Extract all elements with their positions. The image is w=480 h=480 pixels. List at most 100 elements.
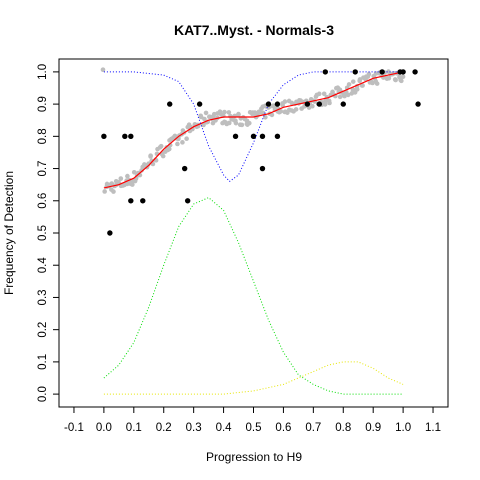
observed-point [184, 198, 191, 204]
y-tick-label: 0.0 [37, 386, 49, 402]
smoothed-point [102, 189, 107, 194]
x-tick-label: 1.0 [395, 422, 411, 434]
smoothed-point [345, 92, 351, 98]
y-tick-label: 0.5 [37, 225, 49, 241]
observed-point [352, 69, 358, 75]
smoothed-point [327, 100, 332, 106]
plot-area [100, 67, 421, 395]
series-line [103, 361, 404, 395]
smoothed-point [386, 75, 392, 81]
observed-point [322, 69, 329, 75]
smoothed-point [233, 120, 239, 126]
y-axis: 0.0 0.1 0.2 0.3 0.4 0.5 0.6 0.7 0.8 0.9 1.0 [37, 64, 59, 402]
observed-point [122, 133, 128, 140]
smoothed-point [203, 110, 209, 116]
smoothed-point [346, 82, 352, 87]
observed-point [259, 133, 266, 140]
smoothed-point [269, 112, 275, 118]
observed-point [340, 101, 346, 107]
x-tick-label: 0.9 [365, 422, 381, 434]
observed-point [274, 133, 281, 140]
smoothed-point [166, 146, 172, 152]
smoothed-point [278, 109, 284, 114]
smoothed-point [118, 176, 124, 181]
observed-point [304, 101, 311, 107]
y-tick-label: 0.3 [37, 289, 49, 305]
smoothed-point [322, 102, 328, 107]
smoothed-point [280, 102, 285, 108]
smoothed-point [360, 83, 365, 88]
x-tick-label: 0.5 [246, 422, 262, 434]
smoothed-point [236, 112, 241, 118]
smoothed-point [148, 154, 153, 159]
x-tick-label: 1.1 [425, 422, 441, 434]
smoothed-point [175, 141, 180, 147]
observed-point [181, 165, 188, 172]
smoothed-point [239, 122, 245, 128]
observed-point [140, 198, 146, 204]
x-tick-label: 0.3 [186, 422, 202, 434]
observed-point [167, 101, 173, 107]
observed-point [274, 101, 281, 107]
x-tick-label: 0.8 [335, 422, 351, 434]
smoothed-point [357, 77, 363, 82]
series-line [103, 71, 404, 189]
smoothed-point [366, 71, 372, 77]
observed-point [379, 69, 385, 75]
smoothed-point [399, 78, 404, 84]
x-tick-label: 0.1 [126, 422, 142, 434]
smoothed-point [293, 107, 299, 112]
smoothed-point [321, 91, 327, 97]
observed-point [400, 69, 406, 75]
smoothed-point [184, 136, 189, 141]
smoothed-point [180, 140, 185, 145]
x-axis-label: Progression to H9 [206, 450, 302, 464]
smoothed-point [100, 67, 106, 72]
smoothed-point [222, 109, 227, 115]
smoothed-point [202, 116, 207, 122]
smoothed-point [310, 103, 315, 109]
smoothed-point [131, 170, 137, 175]
x-tick-label: 0.7 [305, 422, 321, 434]
observed-point [107, 230, 113, 236]
smoothed-point [201, 122, 206, 128]
smoothed-point [158, 143, 164, 149]
y-tick-label: 0.2 [37, 322, 49, 338]
smoothed-point [160, 153, 166, 159]
x-tick-label: 0.6 [275, 422, 291, 434]
y-tick-label: 0.8 [37, 128, 49, 144]
y-tick-label: 0.1 [37, 354, 49, 370]
observed-point [232, 133, 239, 140]
smoothed-point [125, 173, 130, 179]
y-axis-label: Frequency of Detection [2, 171, 16, 295]
smoothed-point [226, 120, 232, 126]
smoothed-point [400, 74, 406, 80]
observed-point [265, 101, 272, 107]
observed-point [415, 101, 421, 107]
smoothed-point [282, 99, 288, 104]
smoothed-point [130, 182, 135, 187]
y-tick-label: 0.7 [37, 161, 49, 177]
x-axis: -0.1 0.0 0.1 0.2 0.3 0.4 0.5 0.6 0.7 0.8 0.9 1.0 1.1 [64, 407, 441, 434]
smoothed-point [337, 94, 343, 100]
y-tick-label: 0.6 [37, 193, 49, 209]
smoothed-point [111, 189, 116, 194]
smoothed-point [247, 120, 252, 126]
x-tick-label: 0.0 [96, 422, 112, 434]
smoothed-point [226, 110, 232, 115]
observed-point [128, 198, 134, 204]
smoothed-point [342, 93, 347, 99]
smoothed-point [316, 91, 322, 97]
observed-point [316, 101, 323, 107]
x-tick-label: 0.2 [156, 422, 172, 434]
observed-point [250, 133, 257, 140]
y-tick-label: 0.9 [37, 96, 49, 112]
observed-point [412, 69, 418, 75]
observed-point [259, 165, 266, 172]
smoothed-point [354, 87, 360, 92]
smoothed-point [393, 77, 398, 83]
observed-point [128, 133, 134, 140]
x-tick-label: -0.1 [64, 422, 84, 434]
